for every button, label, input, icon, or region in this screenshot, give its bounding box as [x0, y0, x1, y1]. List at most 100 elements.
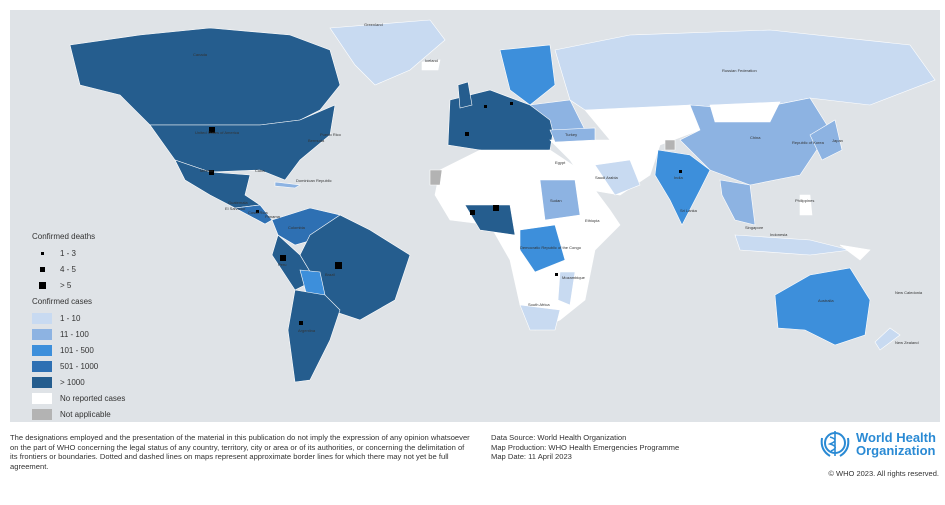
country-label: Indonesia [770, 232, 788, 237]
legend-label: 4 - 5 [60, 264, 77, 274]
country-label: Colombia [288, 225, 305, 230]
who-emblem-icon [820, 431, 850, 457]
country-uk [457, 81, 473, 109]
country-label: Dominican Republic [296, 178, 332, 183]
legend-swatch [32, 328, 52, 340]
map-production: Map Production: WHO Health Emergencies P… [491, 442, 680, 452]
death-marker [510, 102, 513, 105]
country-png [839, 244, 871, 261]
country-label: Panama [265, 214, 280, 219]
legend-deaths-title: Confirmed deaths [32, 232, 96, 241]
country-japan-korea [809, 119, 843, 161]
death-marker [470, 210, 475, 215]
country-turkey [549, 127, 596, 143]
country-label: New Caledonia [895, 290, 923, 295]
country-indonesia [734, 234, 851, 256]
country-label: Sri Lanka [680, 208, 697, 213]
legend-label: 101 - 500 [60, 345, 94, 355]
legend-item: 501 - 1000 [32, 358, 125, 374]
death-marker [465, 132, 469, 136]
country-argentina-chile [287, 289, 341, 383]
death-marker [299, 321, 303, 325]
country-label: Brazil [325, 272, 336, 277]
legend-label: 501 - 1000 [60, 361, 99, 371]
country-label: South Africa [528, 302, 550, 307]
death-marker [493, 205, 499, 211]
legend-item: > 1000 [32, 374, 125, 390]
map-shapes [69, 19, 936, 383]
death-marker-small-icon [40, 251, 44, 255]
country-label: Philippines [795, 198, 815, 203]
death-marker [679, 170, 682, 173]
country-label: Puerto Rico [320, 132, 341, 137]
legend-swatch [32, 360, 52, 372]
legend-item: 1 - 10 [32, 310, 125, 326]
country-philippines [799, 194, 813, 216]
country-label: Costa Rica [248, 210, 268, 215]
legend-item: 101 - 500 [32, 342, 125, 358]
legend-swatch [32, 344, 52, 356]
country-label: China [750, 135, 761, 140]
country-label: Greenland [364, 22, 383, 27]
country-label: Sudan [550, 198, 562, 203]
legend-cases-title: Confirmed cases [32, 297, 93, 306]
death-marker [484, 105, 487, 108]
legend-swatch [32, 408, 52, 420]
data-source: Data Source: World Health Organization [491, 433, 627, 442]
legend-item: 11 - 100 [32, 326, 125, 342]
map-source-info: Data Source: World Health Organization M… [491, 433, 679, 462]
country-canada [69, 27, 341, 126]
country-label: Australia [818, 298, 834, 303]
legend-item: > 5 [32, 277, 125, 293]
country-western-sahara [429, 169, 443, 186]
legend-item: 4 - 5 [32, 261, 125, 277]
country-mongolia [709, 101, 781, 123]
country-label: Democratic Republic of the Congo [520, 245, 581, 250]
death-marker [256, 210, 259, 213]
legend-label: 1 - 3 [60, 248, 77, 258]
country-label: Singapore [745, 225, 764, 230]
legend-item: No reported cases [32, 390, 125, 406]
country-saudi-arabia [594, 159, 641, 196]
country-central-america [234, 204, 273, 225]
country-label: Cuba [255, 168, 265, 173]
country-label: Turkey [565, 132, 578, 137]
legend-label: > 5 [60, 280, 72, 290]
country-label: New Zealand [895, 340, 919, 345]
who-logo: World Health Organization [818, 428, 936, 460]
country-australia [774, 267, 871, 346]
legend-item: Not applicable [32, 406, 125, 422]
legend-swatch [32, 392, 52, 404]
death-marker-large-icon [38, 281, 46, 289]
country-label: Saudi Arabia [595, 175, 618, 180]
map-legend: Confirmed deaths 1 - 3 4 - 5 > 5 Confirm… [32, 230, 125, 422]
country-mozambique [557, 271, 576, 306]
country-label: India [674, 175, 683, 180]
country-label: Republic of Korea [792, 140, 824, 145]
death-markers [209, 102, 682, 325]
country-south-africa [519, 304, 561, 331]
country-label: El Salvador [225, 206, 246, 211]
country-iceland [421, 59, 441, 71]
legend-label: No reported cases [60, 393, 126, 403]
legend-label: 11 - 100 [60, 329, 89, 339]
country-label: Canada [193, 52, 208, 57]
map-date: Map Date: 11 April 2023 [491, 452, 572, 462]
legend-label: Not applicable [60, 409, 111, 419]
country-label: Japan [832, 138, 843, 143]
legend-item: 1 - 3 [32, 245, 125, 261]
copyright: © WHO 2023. All rights reserved. [828, 469, 939, 478]
country-greenland [329, 19, 446, 86]
country-label: Peru [278, 262, 287, 267]
country-label: Guatemala [228, 200, 248, 205]
country-drc [519, 224, 566, 273]
death-marker [335, 262, 342, 269]
disclaimer-text: The designations employed and the presen… [10, 433, 470, 471]
death-marker [209, 170, 214, 175]
legend-swatch [32, 312, 52, 324]
country-label: United States of America [195, 130, 240, 135]
death-marker [555, 273, 558, 276]
country-label: Iceland [425, 58, 438, 63]
country-india [654, 149, 711, 226]
legend-label: 1 - 10 [60, 313, 81, 323]
